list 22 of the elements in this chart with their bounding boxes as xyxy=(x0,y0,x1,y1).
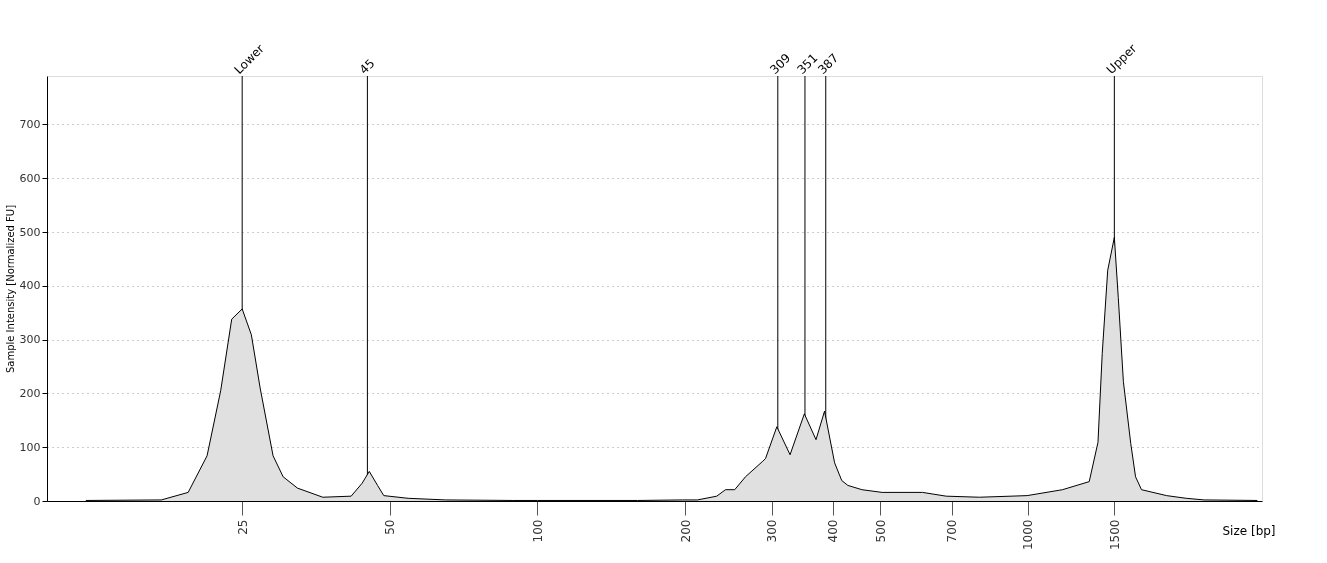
x-tick-label: 700 xyxy=(945,519,960,543)
x-tick-label: 200 xyxy=(678,519,693,543)
x-tick-label: 300 xyxy=(765,519,780,543)
x-tick-label: 500 xyxy=(873,519,888,543)
y-tick-label: 600 xyxy=(19,171,41,185)
y-tick-label: 700 xyxy=(19,117,41,131)
ref-line-label: 45 xyxy=(356,56,378,77)
x-tick-label: 400 xyxy=(826,519,841,543)
x-tick-label: 50 xyxy=(383,519,398,535)
y-axis-title: Sample Intensity [Normalized FU] xyxy=(4,204,16,374)
ref-line-label: 309 xyxy=(767,50,794,77)
x-axis-title: Size [bp] xyxy=(1222,523,1276,538)
x-tick-label: 1000 xyxy=(1021,519,1036,551)
y-tick-label: 0 xyxy=(33,494,41,508)
y-tick-label: 500 xyxy=(19,225,41,239)
x-tick-label: 1500 xyxy=(1107,519,1122,551)
y-tick-label: 300 xyxy=(19,333,41,347)
x-tick-label: 100 xyxy=(530,519,545,543)
y-tick-label: 200 xyxy=(19,386,41,400)
y-tick-label: 100 xyxy=(19,440,41,454)
y-tick-label: 400 xyxy=(19,279,41,293)
x-tick-label: 25 xyxy=(235,519,250,535)
